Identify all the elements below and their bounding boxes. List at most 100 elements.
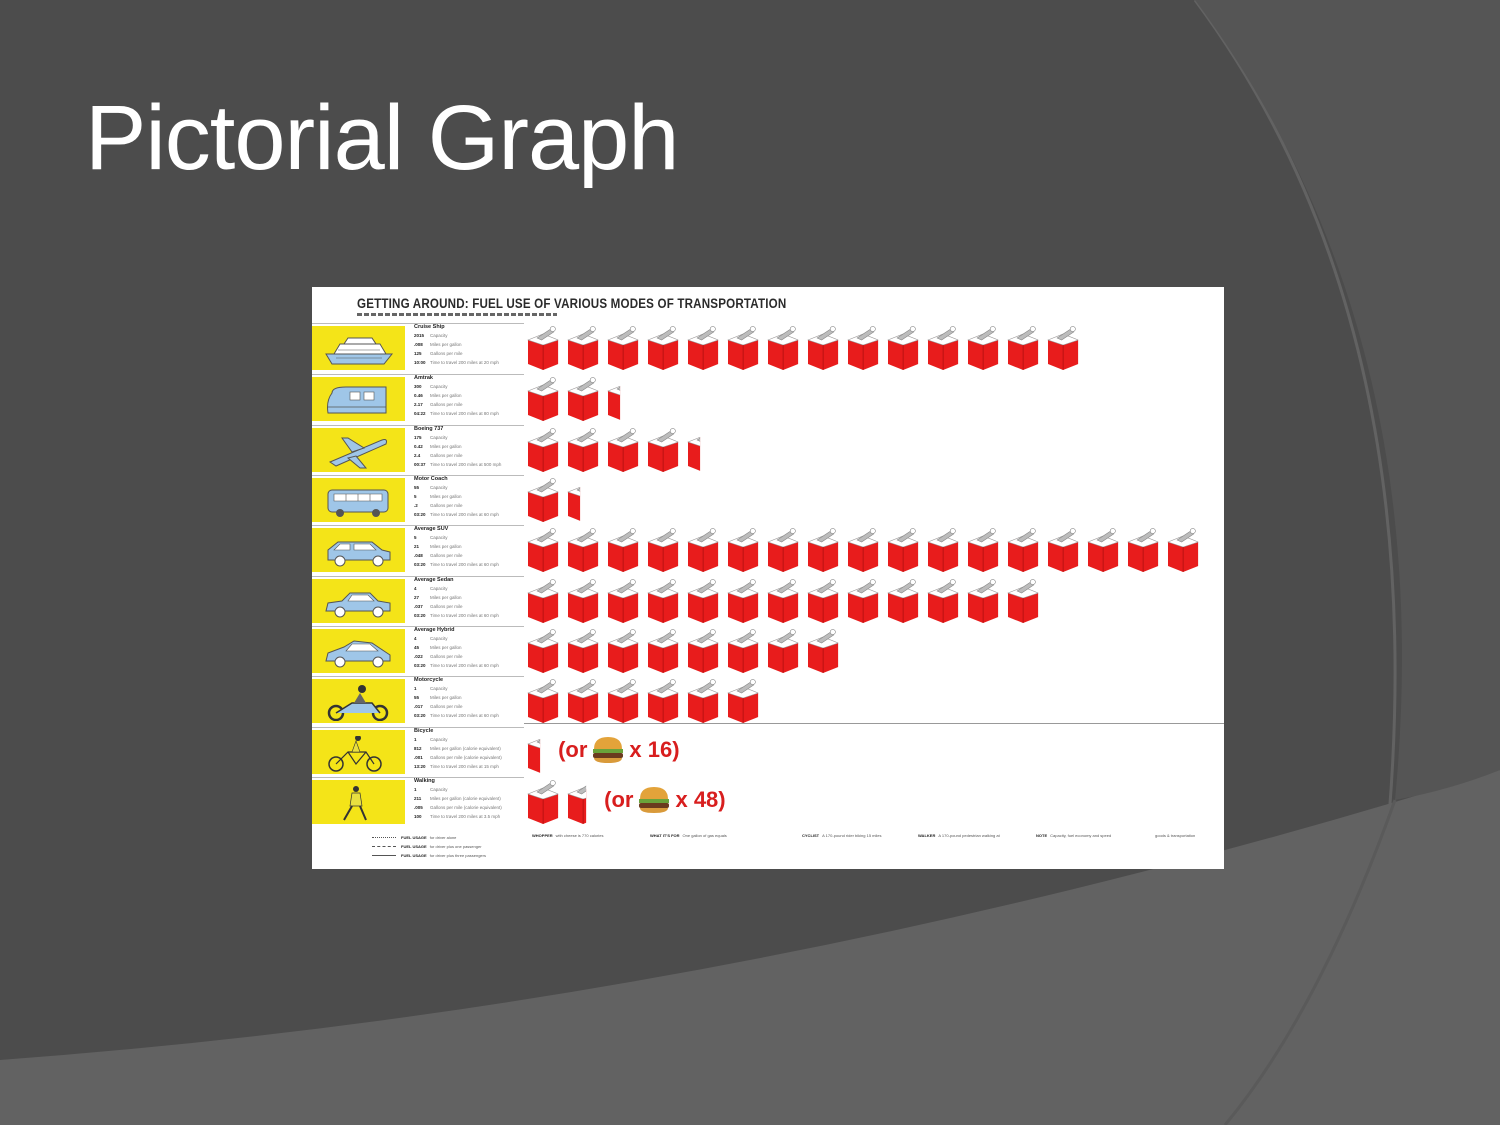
gas-can-mark (727, 629, 759, 673)
pictograph-chart: GETTING AROUND: FUEL USE OF VARIOUS MODE… (312, 287, 1224, 869)
legend-note: goods & transportation (1155, 833, 1196, 838)
row-separator (312, 425, 524, 426)
gas-can-mark (567, 679, 599, 723)
gas-can-mark (687, 528, 719, 572)
stat-label: Capacity (430, 737, 448, 742)
food-prefix: (or (558, 737, 588, 762)
legend-note: NOTE Capacity, fuel economy and speed (1036, 833, 1112, 838)
stat-line: .008 Miles per gallon (414, 340, 524, 349)
stat-value: 13:20 (414, 764, 426, 769)
gas-can-mark (647, 428, 679, 472)
stat-value: 175 (414, 435, 422, 440)
stat-value: 2.4 (414, 453, 421, 458)
stat-value: .048 (414, 553, 423, 558)
gas-can-mark (847, 579, 879, 623)
gas-can-mark (727, 326, 759, 370)
mode-stats: Bicycle 1 Capacity 812 Miles per gallon (cal… (414, 728, 524, 771)
stat-value: 1 (414, 686, 417, 691)
stat-label: Miles per gallon (calorie equivalent) (430, 746, 501, 751)
stat-label: Time to travel 200 miles at 500 mph (430, 462, 502, 467)
stat-label: Time to travel 200 miles at 20 mph (430, 360, 499, 365)
row-separator (312, 777, 524, 778)
bicycle-icon (328, 736, 382, 772)
legend-note: WHOPPER with cheese is 770 calories (532, 833, 604, 838)
legend: FUEL USAGE for driver alone FUEL USAGE for… (372, 833, 1212, 867)
stat-value: 1 (414, 737, 417, 742)
gas-can-mark (527, 780, 559, 824)
gas-can-mark (767, 528, 799, 572)
stat-value: 03:20 (414, 562, 426, 567)
mode-stats: Walking 1 Capacity 211 Miles per gallon (cal… (414, 778, 524, 821)
gas-can-mark (1007, 528, 1039, 572)
stat-value: 125 (414, 351, 422, 356)
mode-name: Bicycle (414, 728, 434, 734)
mode-thumbnail (312, 377, 405, 421)
stat-line: .048 Gallons per mile (414, 551, 524, 560)
train-icon (327, 386, 387, 414)
row-separator (312, 525, 524, 526)
legend-item: FUEL USAGE for driver plus three passenge… (372, 851, 522, 860)
gas-can-mark (1087, 528, 1119, 572)
food-equivalent: (or x 16) (558, 735, 680, 765)
stat-line: 5 Miles per gallon (414, 492, 524, 501)
gas-can-mark (927, 579, 959, 623)
food-prefix: (or (604, 787, 634, 812)
chart-title: GETTING AROUND: FUEL USE OF VARIOUS MODE… (357, 296, 787, 311)
mode-thumbnail (312, 326, 405, 370)
stat-label: Gallons per mile (430, 402, 463, 407)
mode-thumbnail (312, 579, 405, 623)
stat-label: Miles per gallon (430, 444, 462, 449)
stat-value: .037 (414, 604, 423, 609)
gas-can-mark (687, 629, 719, 673)
gas-can-mark (647, 679, 679, 723)
gas-can-mark (807, 579, 839, 623)
mode-stats: Amtrak 300 Capacity 0.46 Miles per gallon 2.1… (414, 375, 524, 418)
stat-label: Capacity (430, 485, 448, 490)
pictograph-row: Average Hybrid 4 Capacity 45 Miles per gallo… (312, 626, 1224, 676)
stat-label: Miles per gallon (430, 342, 462, 347)
mode-name: Cruise Ship (414, 324, 445, 330)
stat-value: .001 (414, 755, 423, 760)
stat-value: 4 (414, 636, 417, 641)
stat-label: Gallons per mile (430, 604, 463, 609)
stat-value: .2 (414, 503, 418, 508)
stat-value: 0.46 (414, 393, 423, 398)
stat-line: 04:22 Time to travel 200 miles at 80 mph (414, 409, 524, 418)
stat-label: Miles per gallon (calorie equivalent) (430, 796, 501, 801)
stat-line: 0.42 Miles per gallon (414, 442, 524, 451)
stat-label: Gallons per mile (430, 704, 463, 709)
stat-label: Miles per gallon (430, 393, 462, 398)
gas-can-mark (607, 679, 639, 723)
gas-can-mark (647, 326, 679, 370)
gas-can-mark (567, 326, 599, 370)
legend-note: WHAT IT'S FOR One gallon of gas equals (650, 833, 727, 838)
mode-stats: Motorcycle 1 Capacity 55 Miles per gallon .01… (414, 677, 524, 720)
gas-can-mark (887, 579, 919, 623)
gas-can-mark (847, 528, 879, 572)
gas-can-mark (527, 428, 559, 472)
gas-can-mark (567, 428, 599, 472)
stat-value: .017 (414, 704, 423, 709)
gas-can-mark (567, 528, 599, 572)
stat-label: Time to travel 200 miles at 60 mph (430, 663, 499, 668)
pictograph-row: Bicycle 1 Capacity 812 Miles per gallon (cal… (312, 727, 1224, 777)
mode-stats: Average Hybrid 4 Capacity 45 Miles per gallo… (414, 627, 524, 670)
gas-can-mark (847, 326, 879, 370)
stat-line: .017 Gallons per mile (414, 702, 524, 711)
gas-can-mark (527, 326, 559, 370)
gas-can-mark (727, 528, 759, 572)
stat-line: 00:37 Time to travel 200 miles at 500 mph (414, 460, 524, 469)
gas-can-mark (967, 326, 999, 370)
food-multiplier: x 48) (675, 787, 726, 812)
mode-name: Boeing 737 (414, 426, 444, 432)
stat-label: Gallons per mile (430, 503, 463, 508)
stat-value: 27 (414, 595, 420, 600)
stat-line: 45 Miles per gallon (414, 643, 524, 652)
stat-label: Capacity (430, 787, 448, 792)
gas-can-mark (567, 629, 599, 673)
stat-label: Time to travel 200 miles at 80 mph (430, 411, 499, 416)
stat-line: 13:20 Time to travel 200 miles at 15 mph (414, 762, 524, 771)
stat-line: 03:20 Time to travel 200 miles at 60 mph (414, 661, 524, 670)
stat-label: Gallons per mile (calorie equivalent) (430, 755, 502, 760)
stat-line: 175 Capacity (414, 433, 524, 442)
